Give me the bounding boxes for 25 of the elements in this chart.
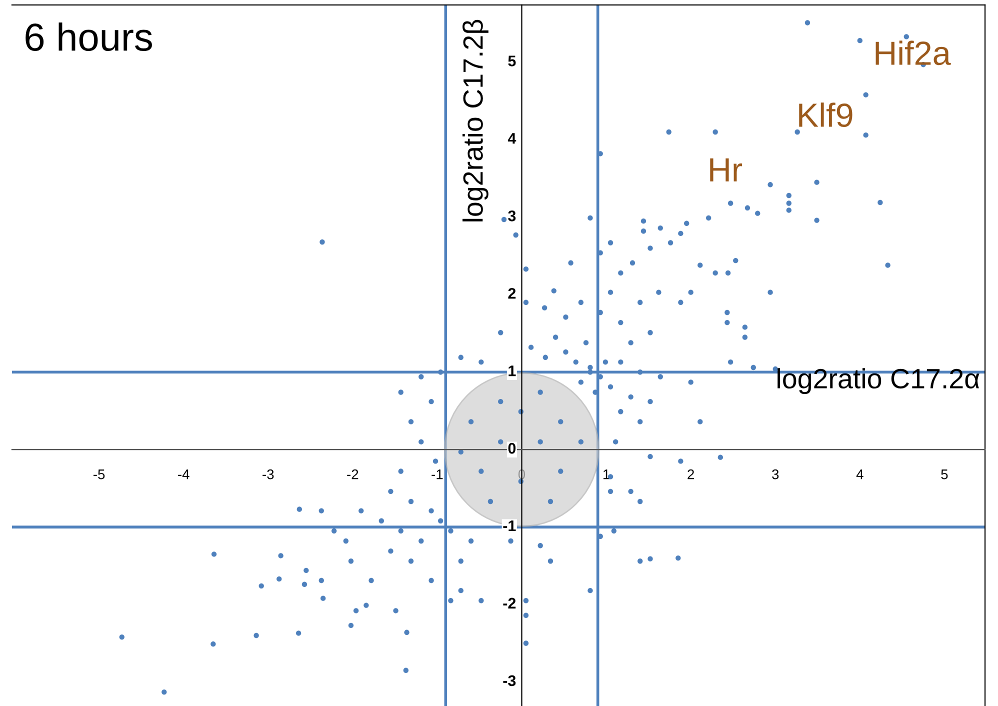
x-tick-label: -5 <box>93 470 105 480</box>
y-tick-label: -1 <box>503 520 516 532</box>
x-tick-label: 1 <box>603 470 610 480</box>
y-tick-label: -2 <box>503 598 516 608</box>
x-tick-label: 3 <box>772 469 779 480</box>
x-tick-label: 4 <box>856 470 864 480</box>
y-axis-title: log2ratio C17.2β <box>462 20 488 222</box>
x-tick-label: -2 <box>347 469 358 480</box>
x-tick-label: 2 <box>688 469 694 480</box>
y-tick-label: 2 <box>508 288 516 299</box>
y-tick-label: 5 <box>508 56 516 66</box>
annotation: Hr <box>710 158 742 182</box>
y-tick-label: 1 <box>508 366 516 376</box>
y-tick-label: 0 <box>508 442 516 454</box>
y-tick-label: -3 <box>503 675 516 686</box>
annotation: Hif2a <box>876 40 951 66</box>
x-tick-label: 5 <box>941 470 948 480</box>
x-tick-label: -1 <box>432 470 443 480</box>
x-tick-label: -4 <box>178 470 190 480</box>
chart-title: 6 hours <box>26 22 152 52</box>
y-tick-label: 4 <box>508 133 516 144</box>
x-tick-label: -3 <box>262 469 274 480</box>
annotation: Klf9 <box>799 102 852 128</box>
x-axis-title: log2ratio C17.2α <box>778 368 980 394</box>
y-tick-label: 3 <box>508 210 516 222</box>
